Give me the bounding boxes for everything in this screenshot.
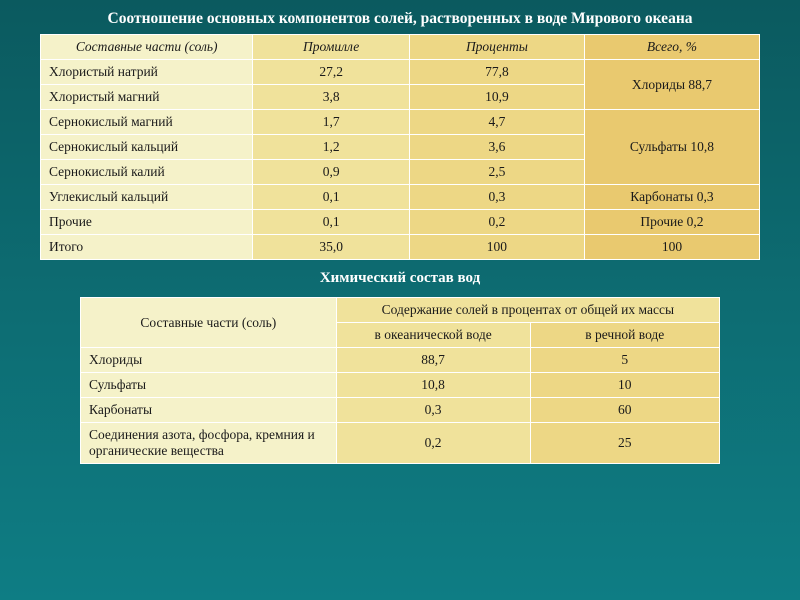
header-river: в речной воде <box>530 323 719 348</box>
cell-promille: 0,1 <box>253 210 410 235</box>
cell-name: Сернокислый калий <box>41 160 253 185</box>
group-chlorides: Хлориды 88,7 <box>584 60 759 110</box>
cell-name: Карбонаты <box>81 398 337 423</box>
cell-river: 25 <box>530 423 719 464</box>
cell-promille: 3,8 <box>253 85 410 110</box>
cell-percent: 4,7 <box>409 110 584 135</box>
cell-percent: 100 <box>409 235 584 260</box>
table-row: Хлористый натрий 27,2 77,8 Хлориды 88,7 <box>41 60 760 85</box>
header-name: Составные части (соль) <box>81 298 337 348</box>
section-subtitle: Химический состав вод <box>0 260 800 293</box>
table-row: Сульфаты 10,8 10 <box>81 373 720 398</box>
cell-ocean: 0,3 <box>336 398 530 423</box>
cell-percent: 77,8 <box>409 60 584 85</box>
cell-ocean: 10,8 <box>336 373 530 398</box>
header-total: Всего, % <box>584 35 759 60</box>
header-group: Содержание солей в процентах от общей их… <box>336 298 719 323</box>
composition-table: Составные части (соль) Содержание солей … <box>80 297 720 464</box>
table-row: Соединения азота, фосфора, кремния и орг… <box>81 423 720 464</box>
group-carbonates: Карбонаты 0,3 <box>584 185 759 210</box>
salts-ratio-table: Составные части (соль) Промилле Проценты… <box>40 34 760 260</box>
cell-river: 5 <box>530 348 719 373</box>
cell-percent: 10,9 <box>409 85 584 110</box>
header-percent: Проценты <box>409 35 584 60</box>
cell-name: Сернокислый магний <box>41 110 253 135</box>
cell-promille: 0,1 <box>253 185 410 210</box>
cell-name: Соединения азота, фосфора, кремния и орг… <box>81 423 337 464</box>
group-other: Прочие 0,2 <box>584 210 759 235</box>
page-title: Соотношение основных компонентов солей, … <box>0 0 800 34</box>
cell-promille: 27,2 <box>253 60 410 85</box>
cell-name: Сульфаты <box>81 373 337 398</box>
table-row: Сернокислый магний 1,7 4,7 Сульфаты 10,8 <box>41 110 760 135</box>
cell-percent: 2,5 <box>409 160 584 185</box>
cell-name: Итого <box>41 235 253 260</box>
cell-river: 60 <box>530 398 719 423</box>
cell-name: Хлористый магний <box>41 85 253 110</box>
cell-promille: 35,0 <box>253 235 410 260</box>
cell-name: Сернокислый кальций <box>41 135 253 160</box>
table-row: Хлориды 88,7 5 <box>81 348 720 373</box>
cell-ocean: 88,7 <box>336 348 530 373</box>
header-promille: Промилле <box>253 35 410 60</box>
table-header-row: Составные части (соль) Содержание солей … <box>81 298 720 323</box>
cell-name: Прочие <box>41 210 253 235</box>
cell-percent: 0,3 <box>409 185 584 210</box>
group-total: 100 <box>584 235 759 260</box>
cell-name: Хлористый натрий <box>41 60 253 85</box>
cell-promille: 1,7 <box>253 110 410 135</box>
cell-name: Углекислый кальций <box>41 185 253 210</box>
cell-percent: 3,6 <box>409 135 584 160</box>
table-row-total: Итого 35,0 100 100 <box>41 235 760 260</box>
cell-name: Хлориды <box>81 348 337 373</box>
header-name: Составные части (соль) <box>41 35 253 60</box>
table-row: Прочие 0,1 0,2 Прочие 0,2 <box>41 210 760 235</box>
table-header-row: Составные части (соль) Промилле Проценты… <box>41 35 760 60</box>
cell-promille: 0,9 <box>253 160 410 185</box>
cell-promille: 1,2 <box>253 135 410 160</box>
cell-ocean: 0,2 <box>336 423 530 464</box>
group-sulfates: Сульфаты 10,8 <box>584 110 759 185</box>
table-row: Карбонаты 0,3 60 <box>81 398 720 423</box>
cell-percent: 0,2 <box>409 210 584 235</box>
header-ocean: в океанической воде <box>336 323 530 348</box>
table-row: Углекислый кальций 0,1 0,3 Карбонаты 0,3 <box>41 185 760 210</box>
cell-river: 10 <box>530 373 719 398</box>
